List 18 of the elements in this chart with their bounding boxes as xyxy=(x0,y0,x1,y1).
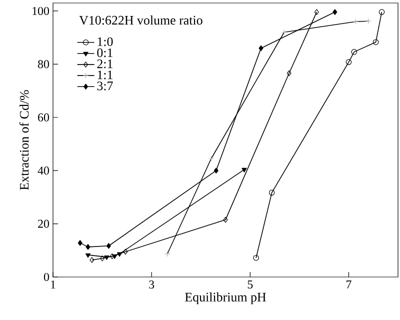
legend-title: V10:622H volume ratio xyxy=(79,16,202,25)
y-tick-label: 60 xyxy=(38,113,50,122)
legend-label: 0:1 xyxy=(97,48,112,58)
y-axis-title: Extraction of Cd/% xyxy=(19,90,29,190)
legend-label: 1:0 xyxy=(98,37,113,46)
y-tick-label: 0 xyxy=(44,272,50,282)
x-tick-label: 5 xyxy=(248,280,253,288)
y-tick-label: 40 xyxy=(38,166,50,175)
legend-label: 1:1 xyxy=(98,70,112,80)
y-tick-label: 80 xyxy=(38,60,50,68)
legend-label: 2:1 xyxy=(97,60,112,68)
x-tick-label: 1 xyxy=(51,280,56,288)
y-tick-label: 100 xyxy=(32,6,50,16)
x-tick-label: 3 xyxy=(149,280,154,289)
x-axis-title: Equilibrium pH xyxy=(185,292,266,304)
y-tick-label: 20 xyxy=(38,220,50,228)
legend-label: 3:7 xyxy=(97,82,113,90)
x-tick-label: 7 xyxy=(346,280,352,288)
